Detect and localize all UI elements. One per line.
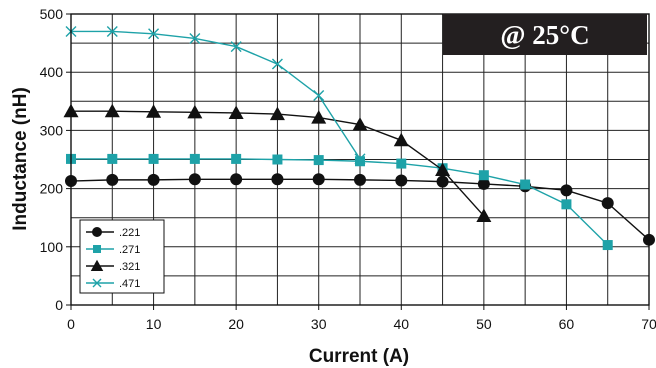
legend-item: .471	[86, 278, 140, 290]
series-221	[65, 173, 655, 246]
data-point-square	[355, 156, 365, 167]
series-layer	[63, 25, 655, 251]
x-axis-title: Current (A)	[309, 346, 409, 367]
y-tick-labels: 0 100 200 300 400 500	[40, 6, 64, 313]
data-point-x	[148, 28, 160, 40]
x-tick-label: 30	[311, 316, 327, 332]
data-point-circle	[436, 175, 449, 188]
x-tick-label: 20	[228, 316, 244, 332]
data-point-circle	[354, 173, 366, 186]
data-point-x	[230, 41, 242, 53]
legend-item: .271	[86, 244, 140, 256]
data-point-circle	[312, 173, 325, 186]
data-point-triangle	[352, 117, 368, 131]
y-tick-label: 300	[40, 122, 64, 138]
x-tick-label: 0	[67, 316, 75, 332]
legend-marker-square	[93, 245, 101, 253]
data-point-square	[313, 155, 324, 166]
data-point-x	[354, 153, 366, 165]
series-471	[65, 25, 366, 165]
data-point-square	[189, 153, 200, 164]
x-tick-label: 10	[146, 316, 162, 332]
data-point-triangle	[187, 104, 203, 119]
y-tick-label: 500	[40, 6, 64, 22]
data-point-x	[189, 32, 201, 44]
data-point-circle	[106, 173, 119, 186]
series-321	[63, 103, 492, 222]
data-point-square	[602, 240, 613, 251]
x-tick-label: 70	[641, 316, 656, 332]
legend-label: .271	[119, 244, 140, 256]
data-point-square	[478, 170, 489, 181]
data-point-circle	[271, 173, 284, 186]
x-tick-label: 40	[393, 316, 409, 332]
x-tick-label: 60	[559, 316, 575, 332]
data-point-x	[106, 25, 118, 37]
data-point-circle	[560, 184, 573, 197]
data-point-square	[231, 153, 242, 164]
data-point-x	[313, 89, 325, 101]
temperature-badge-label: @ 25°C	[500, 20, 589, 50]
data-point-triangle	[146, 104, 162, 118]
temperature-badge-background	[443, 14, 647, 55]
axes	[66, 13, 650, 310]
legend-marker-x	[92, 278, 102, 288]
plot-frame	[70, 13, 650, 306]
data-point-circle	[147, 173, 160, 186]
data-point-triangle	[104, 103, 120, 118]
series-line	[71, 30, 361, 160]
data-point-square	[107, 153, 118, 164]
data-point-triangle	[269, 106, 285, 121]
data-point-circle	[230, 173, 243, 186]
y-tick-label: 200	[40, 181, 64, 197]
temperature-badge: @ 25°C	[443, 14, 647, 55]
data-point-triangle	[393, 132, 409, 147]
legend-label: .471	[119, 278, 140, 290]
data-point-square	[272, 154, 283, 165]
data-point-triangle	[476, 208, 492, 222]
series-line	[71, 158, 609, 246]
legend: .221 .271 .321 .471	[79, 219, 165, 294]
x-tick-label: 50	[476, 316, 492, 332]
data-point-circle	[395, 174, 408, 187]
data-point-circle	[188, 173, 201, 186]
y-axis-title: Inductance (nH)	[10, 87, 31, 231]
data-point-square	[561, 199, 572, 210]
x-tick-labels: 0 10 20 30 40 50 60 70	[67, 316, 656, 332]
data-point-triangle	[228, 105, 244, 119]
data-point-triangle	[435, 162, 451, 176]
legend-label: .221	[119, 227, 140, 239]
legend-item: .321	[86, 259, 140, 273]
data-point-square	[520, 179, 531, 190]
y-tick-label: 0	[55, 297, 63, 313]
data-point-square	[396, 158, 407, 169]
legend-marker-triangle	[90, 259, 104, 271]
data-point-square	[148, 153, 159, 164]
y-tick-label: 100	[40, 239, 64, 255]
legend-item: .221	[86, 227, 140, 239]
data-point-x	[271, 58, 283, 70]
legend-marker-circle	[92, 227, 102, 237]
data-point-triangle	[311, 110, 327, 124]
y-tick-label: 400	[40, 64, 64, 80]
data-point-circle	[477, 177, 490, 190]
legend-label: .321	[119, 261, 140, 273]
data-point-circle	[601, 197, 614, 210]
